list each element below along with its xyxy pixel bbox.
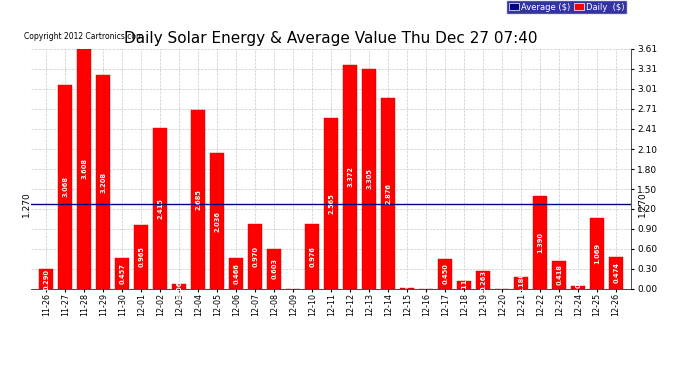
Bar	[115, 258, 129, 289]
Bar	[191, 110, 205, 289]
Text: 0.603: 0.603	[271, 258, 277, 279]
Text: 0.180: 0.180	[518, 272, 524, 293]
Text: 2.685: 2.685	[195, 189, 201, 210]
Text: 3.372: 3.372	[347, 166, 353, 187]
Text: 0.450: 0.450	[442, 263, 448, 284]
Text: 0.069: 0.069	[176, 276, 182, 297]
Text: 3.305: 3.305	[366, 168, 372, 189]
Bar	[591, 217, 604, 289]
Text: 2.876: 2.876	[385, 183, 391, 204]
Text: 0.263: 0.263	[480, 270, 486, 291]
Text: 1.270: 1.270	[22, 192, 31, 217]
Bar	[153, 128, 167, 289]
Text: 0.290: 0.290	[43, 268, 49, 290]
Bar	[248, 224, 262, 289]
Text: 3.208: 3.208	[100, 172, 106, 193]
Text: 2.565: 2.565	[328, 193, 334, 214]
Text: 0.965: 0.965	[138, 246, 144, 267]
Text: 1.390: 1.390	[538, 232, 543, 253]
Bar	[362, 69, 376, 289]
Text: 0.011: 0.011	[404, 267, 410, 288]
Bar	[77, 49, 91, 289]
Text: 0.970: 0.970	[253, 246, 258, 267]
Text: 2.036: 2.036	[214, 211, 220, 232]
Bar	[514, 277, 528, 289]
Bar	[457, 281, 471, 289]
Text: 0.000: 0.000	[423, 267, 429, 288]
Legend: Average ($), Daily  ($): Average ($), Daily ($)	[506, 0, 627, 14]
Text: 0.457: 0.457	[119, 263, 125, 284]
Text: Copyright 2012 Cartronics.com: Copyright 2012 Cartronics.com	[24, 32, 144, 41]
Bar	[552, 261, 566, 289]
Bar	[59, 85, 72, 289]
Bar	[229, 258, 243, 289]
Bar	[400, 288, 414, 289]
Bar	[476, 271, 490, 289]
Text: 0.045: 0.045	[575, 267, 581, 288]
Bar	[97, 75, 110, 289]
Bar	[324, 118, 338, 289]
Text: 0.466: 0.466	[233, 263, 239, 284]
Bar	[172, 284, 186, 289]
Bar	[306, 224, 319, 289]
Bar	[438, 259, 452, 289]
Text: 2.415: 2.415	[157, 198, 164, 219]
Text: 0.976: 0.976	[309, 246, 315, 267]
Text: 0.474: 0.474	[613, 262, 619, 284]
Text: 0.115: 0.115	[461, 274, 467, 296]
Text: 0.000: 0.000	[290, 267, 296, 288]
Bar	[533, 196, 547, 289]
Bar	[609, 257, 623, 289]
Text: 0.000: 0.000	[499, 267, 505, 288]
Text: 0.418: 0.418	[556, 264, 562, 285]
Bar	[210, 153, 224, 289]
Bar	[39, 270, 53, 289]
Text: 3.068: 3.068	[62, 176, 68, 197]
Bar	[135, 225, 148, 289]
Bar	[267, 249, 281, 289]
Text: 1.270: 1.270	[638, 192, 647, 217]
Bar	[344, 64, 357, 289]
Bar	[382, 98, 395, 289]
Text: 3.608: 3.608	[81, 158, 87, 179]
Text: 1.069: 1.069	[594, 243, 600, 264]
Bar	[571, 286, 585, 289]
Title: Daily Solar Energy & Average Value Thu Dec 27 07:40: Daily Solar Energy & Average Value Thu D…	[124, 31, 538, 46]
